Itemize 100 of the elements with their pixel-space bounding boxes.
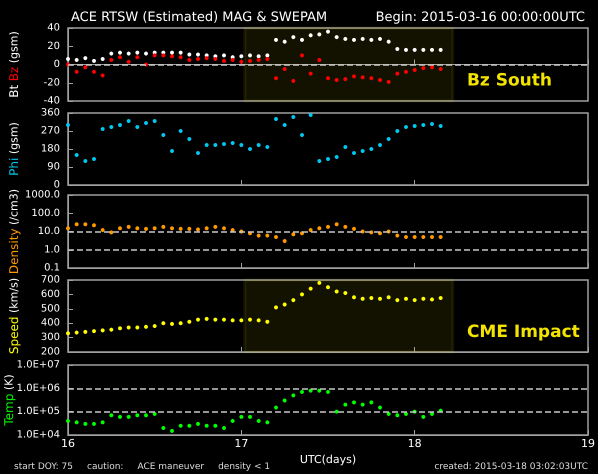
point (300, 53, 304, 58)
point (178, 129, 183, 133)
point (66, 123, 70, 127)
y-tick-label: 1.0 (44, 244, 60, 256)
point (360, 149, 365, 153)
point (222, 426, 226, 430)
point (248, 58, 252, 63)
point (282, 40, 287, 44)
point (135, 125, 140, 129)
point (334, 35, 339, 40)
point (74, 58, 79, 62)
y-tick-label: 270 (40, 126, 60, 136)
point (144, 52, 148, 56)
point (326, 30, 330, 34)
point (196, 151, 200, 155)
point (126, 414, 131, 419)
point (412, 68, 417, 72)
text: ACE maneuver (137, 461, 204, 473)
point (100, 228, 105, 232)
point (317, 226, 322, 230)
point (378, 36, 382, 41)
point (343, 36, 348, 41)
point (317, 388, 322, 393)
x-tick-label: 17 (234, 437, 248, 450)
point (248, 53, 252, 58)
point (239, 54, 244, 58)
point (230, 418, 235, 423)
point (291, 393, 296, 398)
point (222, 226, 226, 230)
y-tick-label: 1.0E+04 (16, 430, 60, 440)
point (144, 413, 148, 418)
point (213, 143, 218, 147)
y-tick-label: 1.0E+06 (16, 382, 60, 394)
y-tick-label: 360 (40, 108, 60, 118)
x-tick-label: 16 (61, 437, 75, 450)
point (308, 113, 313, 117)
band-label: CME Impact (466, 322, 580, 342)
point (187, 58, 192, 62)
point (300, 390, 304, 394)
point (100, 420, 105, 424)
point (161, 133, 166, 137)
point (109, 58, 114, 62)
point (421, 234, 426, 239)
point (126, 52, 131, 56)
point (404, 234, 408, 239)
point (430, 122, 434, 126)
point (317, 58, 322, 62)
point (118, 414, 122, 419)
point (291, 232, 296, 236)
point (178, 424, 183, 428)
point (369, 76, 374, 80)
y-tick-label: 0 (54, 59, 60, 70)
point (282, 398, 287, 403)
text: Temp (2, 394, 16, 427)
point (282, 67, 287, 72)
text: density < 1 (218, 461, 270, 473)
point (421, 296, 426, 301)
point (161, 321, 166, 326)
point (196, 57, 200, 62)
point (378, 78, 382, 82)
y-tick-label: 700 (40, 274, 60, 286)
point (265, 420, 270, 424)
point (66, 57, 70, 62)
point (334, 290, 339, 294)
point (83, 222, 88, 226)
point (274, 305, 278, 310)
x-tick-label: 19 (581, 437, 595, 450)
point (438, 124, 443, 128)
point (178, 321, 183, 326)
point (395, 46, 400, 51)
point (378, 143, 382, 147)
y-tick-label: 40 (47, 22, 60, 34)
point (352, 295, 356, 300)
point (256, 143, 261, 147)
point (83, 330, 88, 334)
point (74, 70, 79, 74)
point (274, 234, 278, 239)
point (360, 36, 365, 41)
point (118, 226, 122, 230)
point (118, 123, 122, 127)
point (178, 226, 183, 231)
point (326, 76, 330, 80)
y-axis-title: (K) (2, 374, 16, 394)
point (248, 318, 252, 322)
chart-title: ACE RTSW (Estimated) MAG & SWEPAM (71, 10, 328, 25)
point (274, 76, 278, 80)
point (213, 57, 218, 62)
point (421, 414, 426, 419)
point (378, 406, 382, 410)
point (395, 413, 400, 418)
point (170, 149, 174, 153)
point (404, 125, 408, 129)
point (187, 226, 192, 231)
point (291, 35, 296, 40)
text: created: 2015-03-18 03:02:03UTC (434, 461, 588, 473)
point (291, 115, 296, 119)
point (204, 56, 209, 60)
point (430, 48, 434, 52)
point (334, 410, 339, 414)
point (100, 127, 105, 131)
